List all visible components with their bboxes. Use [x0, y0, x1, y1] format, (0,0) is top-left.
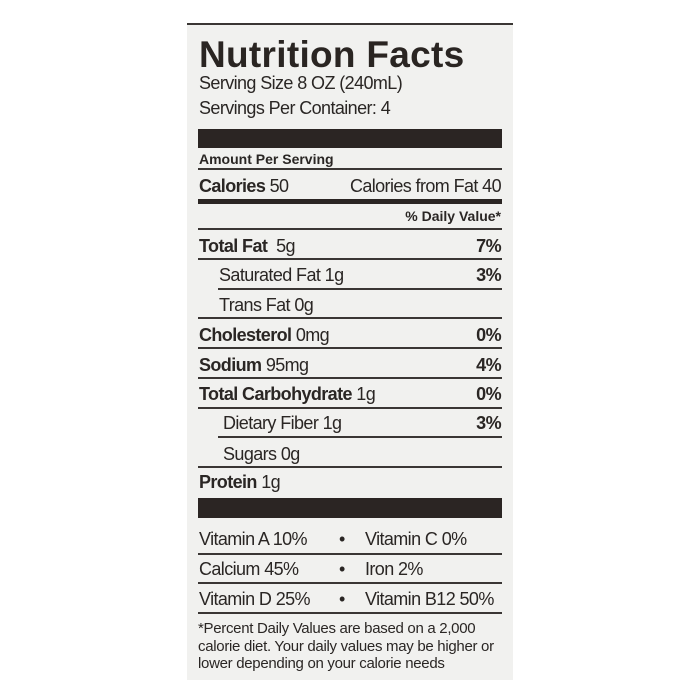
serving-size: Serving Size 8 OZ (240mL)	[199, 73, 403, 93]
label-title: Nutrition Facts	[199, 34, 465, 75]
calories-label: Calories	[199, 176, 266, 196]
bullet: •	[339, 529, 346, 549]
nutrition-facts-label: Nutrition Facts Serving Size 8 OZ (240mL…	[187, 23, 513, 680]
daily-value-header: % Daily Value*	[405, 208, 501, 224]
servings-per-container: Servings Per Container: 4	[199, 98, 391, 118]
vitamin-left: Calcium 45%	[199, 559, 299, 579]
divider	[198, 582, 502, 584]
divider	[198, 407, 502, 409]
dv-sodium: 4%	[476, 355, 501, 375]
vitamin-right: Iron 2%	[365, 559, 423, 579]
vitamin-left: Vitamin D 25%	[199, 589, 311, 609]
divider	[198, 347, 502, 349]
divider-bar	[198, 498, 502, 518]
divider	[198, 258, 502, 260]
bullet: •	[339, 589, 346, 609]
dv-total-fat: 7%	[476, 236, 501, 256]
dv-saturated-fat: 3%	[476, 265, 501, 285]
nutrient-total-fat: Total Fat 5g	[199, 236, 296, 256]
amount-per-serving: Amount Per Serving	[199, 151, 334, 167]
calories-row: Calories 50	[199, 176, 289, 196]
divider	[218, 436, 502, 438]
vitamin-right: Vitamin B12 50%	[365, 589, 494, 609]
divider	[218, 288, 502, 290]
nutrient-sodium: Sodium 95mg	[199, 355, 309, 375]
nutrient-total-carbohydrate: Total Carbohydrate 1g	[199, 384, 376, 404]
nutrient-sugars: Sugars 0g	[223, 444, 300, 464]
nutrient-saturated-fat: Saturated Fat 1g	[219, 265, 344, 285]
nutrient-dietary-fiber: Dietary Fiber 1g	[223, 413, 342, 433]
calories-value: 50	[269, 176, 289, 196]
nutrient-cholesterol: Cholesterol 0mg	[199, 325, 330, 345]
calories-from-fat: Calories from Fat 40	[349, 176, 502, 196]
nutrient-trans-fat: Trans Fat 0g	[219, 295, 314, 315]
divider	[198, 168, 502, 170]
dv-total-carbohydrate: 0%	[476, 384, 501, 404]
divider-thick	[198, 199, 502, 204]
divider	[198, 317, 502, 319]
divider	[198, 612, 502, 614]
divider	[198, 466, 502, 468]
vitamin-left: Vitamin A 10%	[199, 529, 308, 549]
divider	[198, 377, 502, 379]
divider	[198, 553, 502, 555]
nutrient-protein: Protein 1g	[199, 472, 281, 492]
footnote: *Percent Daily Values are based on a 2,0…	[198, 620, 494, 672]
bullet: •	[339, 559, 346, 579]
vitamin-right: Vitamin C 0%	[365, 529, 467, 549]
dv-cholesterol: 0%	[476, 325, 501, 345]
divider	[198, 228, 502, 230]
dv-dietary-fiber: 3%	[476, 413, 501, 433]
divider-bar	[198, 129, 502, 148]
